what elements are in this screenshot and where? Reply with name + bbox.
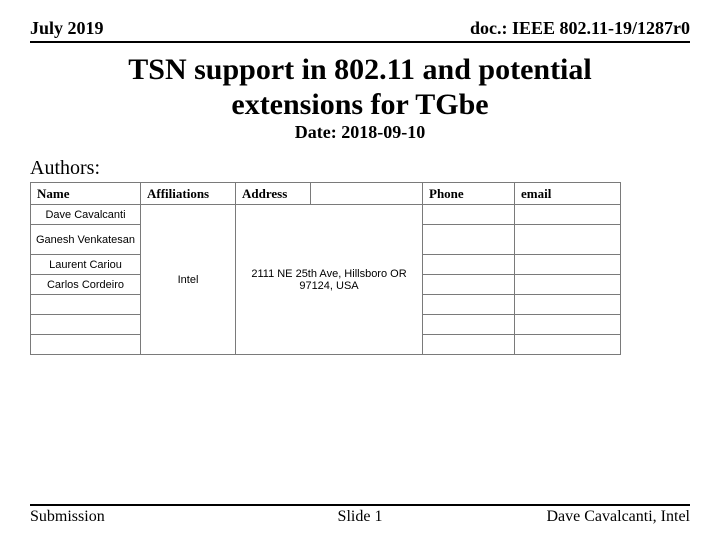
phone-cell	[423, 315, 515, 335]
slide-title: TSN support in 802.11 and potential exte…	[30, 53, 690, 122]
header-doc-id: doc.: IEEE 802.11-19/1287r0	[470, 18, 690, 39]
table-header-row: Name Affiliations Address Phone email	[31, 183, 621, 205]
phone-cell	[423, 205, 515, 225]
phone-cell	[423, 225, 515, 255]
affiliation-cell: Intel	[141, 205, 236, 355]
author-name: Carlos Cordeiro	[31, 275, 141, 295]
col-header-address: Address	[236, 183, 311, 205]
authors-table: Name Affiliations Address Phone email Da…	[30, 182, 621, 355]
phone-cell	[423, 335, 515, 355]
col-header-phone: Phone	[423, 183, 515, 205]
footer: Submission Slide 1 Dave Cavalcanti, Inte…	[30, 504, 690, 526]
footer-left: Submission	[30, 508, 105, 526]
email-cell	[515, 225, 621, 255]
email-cell	[515, 295, 621, 315]
table-row: Dave Cavalcanti Intel 2111 NE 25th Ave, …	[31, 205, 621, 225]
col-header-email: email	[515, 183, 621, 205]
slide-page: July 2019 doc.: IEEE 802.11-19/1287r0 TS…	[0, 0, 720, 540]
header-date: July 2019	[30, 18, 104, 39]
col-header-name: Name	[31, 183, 141, 205]
authors-label: Authors:	[30, 157, 690, 180]
author-name: Dave Cavalcanti	[31, 205, 141, 225]
author-name	[31, 335, 141, 355]
footer-line: Submission Slide 1 Dave Cavalcanti, Inte…	[30, 506, 690, 526]
header-row: July 2019 doc.: IEEE 802.11-19/1287r0	[30, 18, 690, 43]
col-header-address2	[311, 183, 423, 205]
phone-cell	[423, 295, 515, 315]
slide-date: Date: 2018-09-10	[30, 122, 690, 143]
footer-right: Dave Cavalcanti, Intel	[547, 508, 691, 526]
author-name	[31, 315, 141, 335]
title-line-1: TSN support in 802.11 and potential	[128, 53, 591, 86]
email-cell	[515, 335, 621, 355]
footer-center: Slide 1	[338, 508, 383, 526]
col-header-affiliations: Affiliations	[141, 183, 236, 205]
author-name	[31, 295, 141, 315]
phone-cell	[423, 255, 515, 275]
title-line-2: extensions for TGbe	[231, 88, 488, 121]
email-cell	[515, 255, 621, 275]
phone-cell	[423, 275, 515, 295]
author-name: Laurent Cariou	[31, 255, 141, 275]
email-cell	[515, 315, 621, 335]
email-cell	[515, 275, 621, 295]
author-name: Ganesh Venkatesan	[31, 225, 141, 255]
email-cell	[515, 205, 621, 225]
address-cell: 2111 NE 25th Ave, Hillsboro OR 97124, US…	[236, 205, 423, 355]
